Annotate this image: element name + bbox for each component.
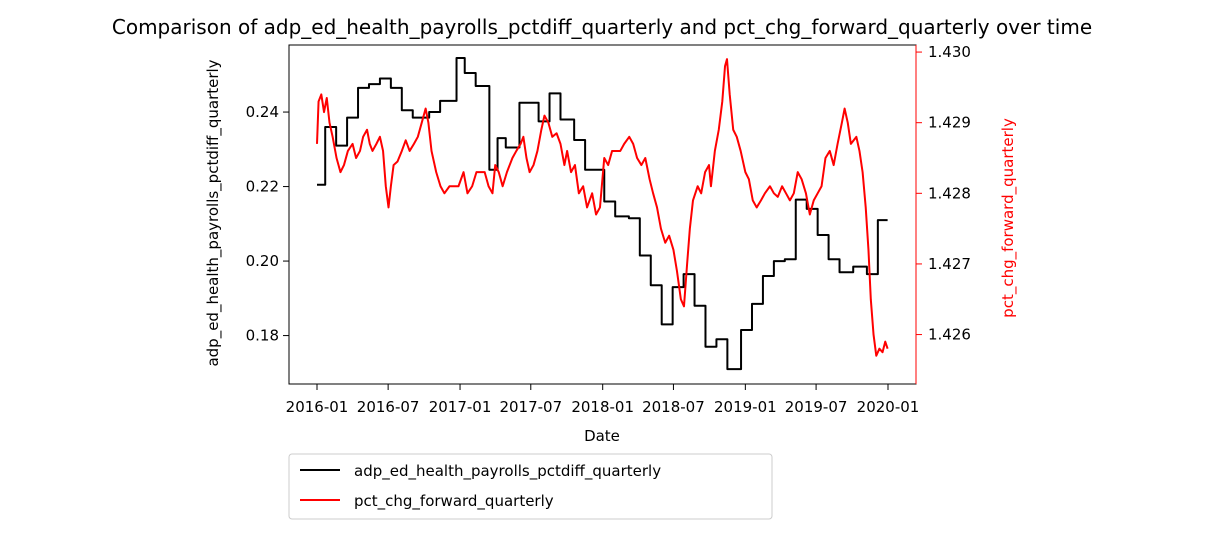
x-tick-label: 2018-07: [642, 398, 705, 416]
x-tick-label: 2020-01: [857, 398, 920, 416]
x-tick-label: 2019-01: [714, 398, 777, 416]
x-tick-label: 2018-01: [571, 398, 634, 416]
right-y-axis-label: pct_chg_forward_quarterly: [999, 118, 1018, 318]
right-y-tick-label: 1.427: [928, 255, 971, 273]
legend-label-right-series: pct_chg_forward_quarterly: [354, 492, 554, 511]
right-y-tick-label: 1.430: [928, 43, 971, 61]
left-y-tick-label: 0.22: [246, 178, 279, 196]
x-axis-label: Date: [584, 427, 620, 445]
right-y-tick-label: 1.426: [928, 326, 971, 344]
left-y-tick-label: 0.24: [246, 103, 279, 121]
right-y-tick-label: 1.429: [928, 114, 971, 132]
left-y-axis-ticks: 0.18 0.20 0.22 0.24: [246, 103, 289, 345]
series-line-adp-ed-health-payrolls: [317, 57, 888, 371]
left-y-axis-label: adp_ed_health_payrolls_pctdiff_quarterly: [204, 59, 223, 366]
left-y-tick-label: 0.20: [246, 252, 279, 270]
x-tick-label: 2019-07: [785, 398, 848, 416]
x-tick-label: 2016-07: [357, 398, 420, 416]
legend: adp_ed_health_payrolls_pctdiff_quarterly…: [288, 453, 773, 520]
x-tick-label: 2017-01: [429, 398, 492, 416]
right-y-tick-label: 1.428: [928, 184, 971, 202]
plot-lines: [316, 57, 889, 371]
x-tick-label: 2017-07: [499, 398, 562, 416]
chart-title: Comparison of adp_ed_health_payrolls_pct…: [112, 15, 1092, 39]
right-y-axis-ticks: 1.426 1.427 1.428 1.429 1.430: [916, 43, 971, 344]
left-y-tick-label: 0.18: [246, 327, 279, 345]
legend-label-left-series: adp_ed_health_payrolls_pctdiff_quarterly: [354, 462, 661, 481]
x-tick-label: 2016-01: [286, 398, 349, 416]
plot-frame: [288, 44, 917, 385]
legend-frame: [288, 453, 773, 520]
x-axis-ticks: 2016-01 2016-07 2017-01 2017-07 2018-01 2018-…: [286, 384, 920, 416]
series-line-pct-chg-forward: [316, 58, 889, 357]
